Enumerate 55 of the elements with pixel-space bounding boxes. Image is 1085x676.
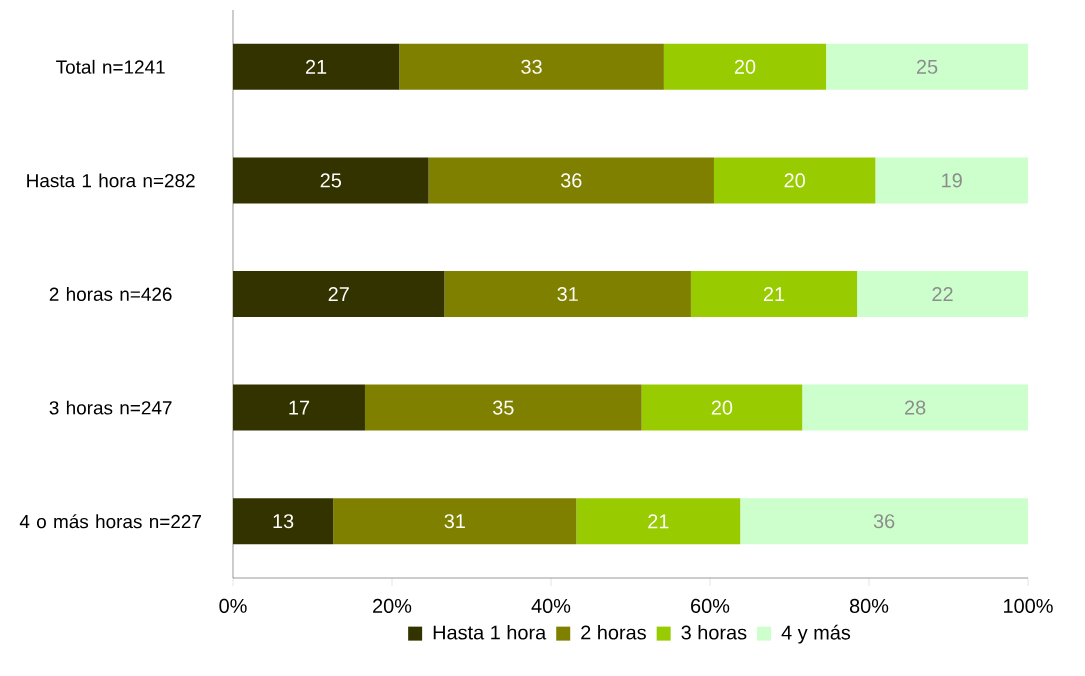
x-tick-label: 100% (1004, 598, 1053, 613)
bar (233, 498, 334, 545)
data-label: 36 (560, 173, 582, 188)
legend-label: 3 horas (681, 624, 747, 640)
y-tick-label: Hasta 1 hora n=282 (27, 173, 195, 188)
data-label: 31 (444, 514, 465, 529)
bar (233, 157, 429, 204)
x-tick-label: 0% (219, 598, 247, 613)
data-label: 19 (942, 173, 962, 188)
data-label: 21 (305, 59, 327, 74)
y-tick-label: 3 horas n=247 (49, 400, 172, 415)
x-tick-label: 60% (691, 598, 730, 613)
x-tick-label: 80% (849, 598, 889, 613)
bar (399, 43, 664, 90)
x-tick-label: 40% (531, 598, 571, 613)
bar (233, 271, 445, 317)
legend-label: 2 horas (581, 624, 646, 640)
data-label: 33 (521, 59, 542, 74)
bar (713, 157, 876, 204)
bar (233, 384, 365, 431)
legend-label: Hasta 1 hora (433, 624, 547, 640)
data-label: 21 (763, 287, 785, 301)
bar (690, 271, 858, 317)
bar (641, 384, 803, 431)
bar (333, 498, 577, 545)
y-tick-label: 2 horas n=426 (49, 287, 172, 301)
data-label: 20 (784, 173, 805, 188)
data-label: 31 (557, 286, 578, 302)
bar (428, 157, 714, 204)
bar (364, 384, 642, 431)
data-label: 28 (905, 400, 926, 415)
data-label: 27 (328, 287, 349, 301)
data-label: 20 (734, 59, 756, 74)
bar (663, 43, 827, 90)
y-tick-label: Total n=1241 (56, 59, 165, 74)
data-label: 22 (932, 287, 953, 301)
data-label: 25 (320, 173, 342, 188)
data-label: 25 (916, 59, 938, 74)
bar (857, 271, 1029, 317)
data-label: 35 (492, 400, 514, 415)
bar (740, 498, 1029, 545)
bar (576, 498, 741, 545)
data-label: 36 (873, 514, 895, 529)
data-label: 13 (273, 514, 294, 529)
data-label: 20 (711, 400, 733, 415)
bar (233, 43, 400, 90)
bar (802, 384, 1029, 431)
bar (875, 157, 1029, 204)
y-tick-label: 4 o más horas n=227 (19, 514, 201, 529)
bar (826, 43, 1029, 90)
bar (444, 271, 691, 317)
x-tick-label: 20% (373, 598, 412, 613)
data-label: 17 (289, 400, 310, 415)
data-label: 21 (648, 514, 669, 529)
legend-label: 4 y más (781, 624, 851, 644)
